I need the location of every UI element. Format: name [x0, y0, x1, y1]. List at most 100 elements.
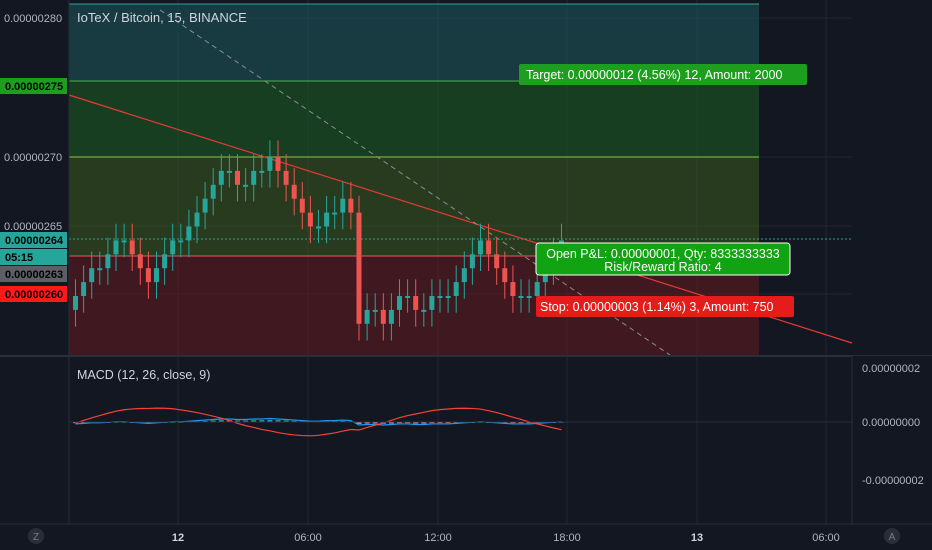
candle-body: [97, 268, 103, 271]
open-pnl-label[interactable]: Open P&L: 0.00000001, Qty: 8333333333 Ri…: [535, 242, 791, 276]
macd-axis-label-zero: 0.00000000: [862, 417, 920, 429]
candle-body: [283, 170, 289, 185]
open-pnl-line1: Open P&L: 0.00000001, Qty: 8333333333: [546, 247, 780, 261]
candle-body: [162, 254, 168, 269]
candle-body: [429, 296, 435, 310]
candle-body: [251, 170, 257, 185]
candle-body: [421, 309, 427, 312]
macd-bar: [518, 422, 524, 424]
target-label-text: Target: 0.00000012 (4.56%) 12, Amount: 2…: [526, 68, 782, 82]
time-label-1800: 18:00: [553, 532, 581, 544]
candle-body: [534, 282, 540, 296]
price-label-280: 0.00000280: [4, 13, 62, 25]
candle-body: [510, 282, 516, 296]
candle-body: [324, 212, 330, 227]
candle-body: [364, 309, 370, 324]
svg-text:0.00000275: 0.00000275: [5, 81, 63, 93]
time-label-13: 13: [691, 532, 703, 544]
candle-body: [469, 254, 475, 269]
candle-body: [226, 170, 232, 173]
macd-bar: [235, 420, 240, 422]
candle-body: [202, 198, 208, 213]
price-badge-target: 0.00000275: [0, 78, 67, 94]
signal-line: [75, 407, 562, 437]
time-axis[interactable]: [0, 524, 932, 550]
macd-bar: [421, 422, 427, 424]
open-pnl-line2: Risk/Reward Ratio: 4: [604, 260, 721, 274]
macd-bar: [243, 420, 249, 422]
macd-bar: [202, 420, 208, 422]
macd-bar: [526, 422, 532, 424]
stop-label[interactable]: Stop: 0.00000003 (1.14%) 3, Amount: 750: [536, 296, 794, 317]
candle-body: [380, 309, 386, 324]
candle-body: [445, 296, 451, 298]
candle-body: [105, 254, 111, 269]
profit-zone: [69, 81, 759, 157]
macd-bar: [405, 422, 411, 424]
macd-bar: [340, 420, 346, 422]
candle-body: [235, 170, 240, 185]
candle-body: [113, 240, 119, 255]
long-position-tool[interactable]: [69, 3, 759, 355]
macd-bar: [283, 420, 289, 422]
candle-body: [518, 296, 524, 298]
candle-body: [453, 282, 459, 296]
time-label-0600-b: 06:00: [812, 532, 840, 544]
candle-body: [356, 212, 362, 324]
time-label-12: 12: [172, 532, 184, 544]
candle-body: [194, 212, 200, 227]
target-label[interactable]: Target: 0.00000012 (4.56%) 12, Amount: 2…: [519, 64, 807, 85]
candle-body: [81, 282, 87, 296]
macd-bar: [251, 420, 257, 422]
candle-body: [121, 240, 127, 243]
svg-text:0.00000260: 0.00000260: [5, 289, 63, 301]
candle-body: [316, 226, 321, 229]
macd-axis-label-neg: -0.00000002: [862, 475, 924, 487]
macd-bar: [291, 420, 297, 422]
svg-text:05:15: 05:15: [5, 252, 33, 264]
candle-body: [348, 198, 354, 213]
macd-bar: [372, 422, 378, 424]
candle-body: [275, 157, 281, 171]
macd-bar: [267, 419, 273, 422]
candle-body: [129, 240, 135, 255]
svg-text:Z: Z: [33, 532, 39, 543]
macd-axis[interactable]: [852, 356, 932, 524]
candle-body: [154, 268, 159, 283]
macd-bar: [259, 420, 265, 422]
candle-body: [437, 296, 443, 298]
macd-bar: [437, 422, 443, 424]
candle-body: [291, 184, 297, 199]
candle-body: [145, 268, 151, 283]
macd-bar: [388, 422, 394, 424]
macd-bar: [429, 422, 435, 424]
candle-body: [137, 254, 143, 269]
candle-body: [170, 240, 176, 255]
auto-scale-button[interactable]: A: [884, 528, 900, 544]
macd-bar: [275, 420, 281, 422]
symbol-title: IoTeX / Bitcoin, 15, BINANCE: [77, 10, 247, 25]
candle-body: [267, 157, 273, 171]
candle-body: [461, 268, 467, 283]
candle-body: [388, 309, 394, 324]
macd-bar: [413, 422, 419, 424]
candle-body: [494, 254, 500, 269]
candle-body: [340, 198, 346, 213]
price-label-265: 0.00000265: [4, 221, 62, 233]
candle-body: [299, 198, 305, 213]
candle-body: [372, 309, 378, 312]
svg-text:0.00000264: 0.00000264: [5, 235, 64, 247]
macd-bar: [510, 422, 516, 424]
svg-text:0.00000263: 0.00000263: [5, 269, 63, 281]
macd-bar: [218, 420, 224, 422]
macd-bar: [397, 422, 402, 424]
candle-body: [243, 184, 249, 187]
macd-bar: [364, 422, 370, 424]
svg-text:A: A: [889, 532, 896, 543]
macd-bar: [356, 422, 362, 424]
candle-body: [210, 184, 216, 199]
zoom-reset-button[interactable]: Z: [28, 528, 44, 544]
price-badge-stop: 0.00000260: [0, 286, 67, 302]
candle-body: [307, 212, 313, 227]
